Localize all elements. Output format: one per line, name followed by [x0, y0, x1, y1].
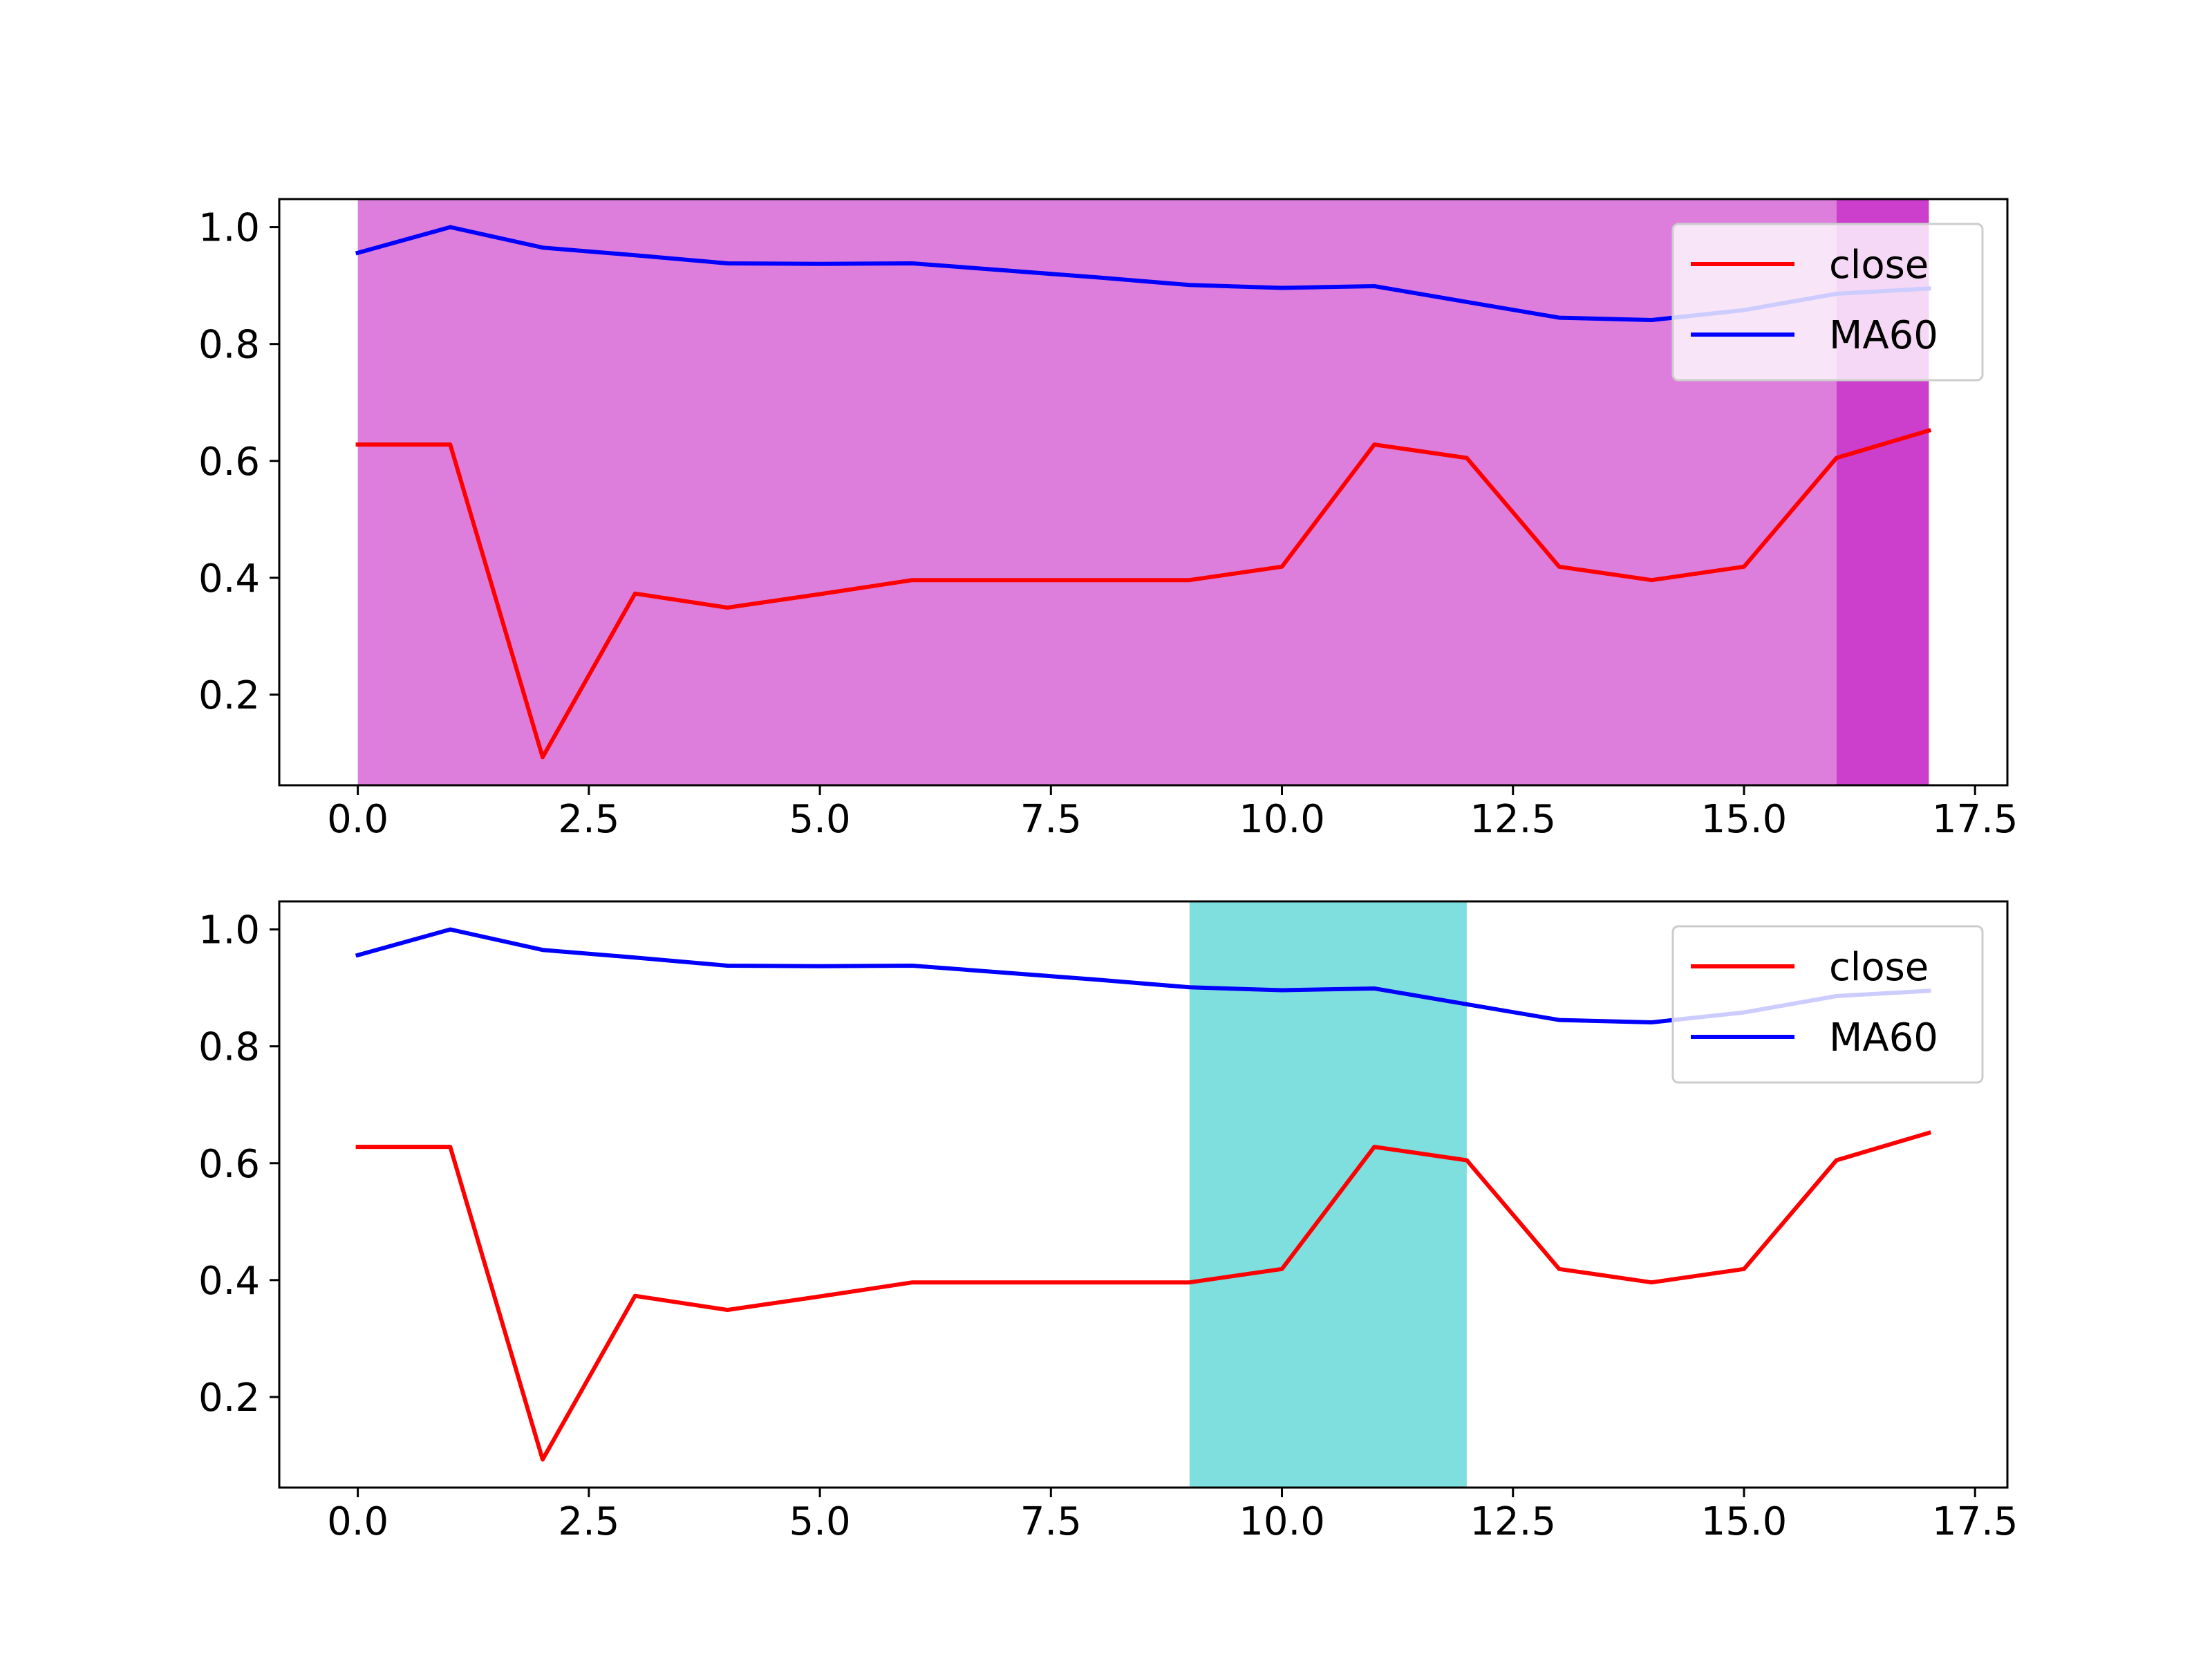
y-tick-label: 1.0: [198, 908, 260, 953]
y-tick-label: 0.4: [198, 1259, 260, 1304]
y-tick-label: 0.8: [198, 323, 260, 368]
shaded-region-1: [1189, 901, 1467, 1488]
x-tick-label: 15.0: [1701, 1499, 1788, 1544]
series-line-ma60: [355, 225, 1931, 322]
series-line-close: [355, 1130, 1932, 1462]
axes-frame: [278, 198, 2009, 787]
x-tick-label: 17.5: [1932, 797, 2018, 842]
x-tick-label: 5.0: [789, 797, 851, 842]
x-tick-label: 12.5: [1470, 1499, 1556, 1544]
y-tick-label: 0.8: [198, 1025, 260, 1070]
y-tick-label: 0.6: [198, 1142, 260, 1187]
x-tick-label: 7.5: [1020, 1499, 1082, 1544]
y-tick-label: 1.0: [198, 206, 260, 251]
chart-1: 0.0 2.5 5.0 7.5 10.0 12.5 15.0 17.5 0.2 0.4 0.6 0.8…: [198, 198, 2018, 842]
x-tick-label: 0.0: [327, 1499, 388, 1544]
chart-2: 0.0 2.5 5.0 7.5 10.0 12.5 15.0 17.5 0.2 0.4 0.6 0.8…: [198, 900, 2018, 1544]
x-tick-label: 12.5: [1470, 797, 1556, 842]
y-tick-label: 0.6: [198, 440, 260, 485]
x-tick-label: 5.0: [789, 1499, 851, 1544]
y-tick-label: 0.2: [198, 1376, 260, 1421]
axes-container: 0.0 2.5 5.0 7.5 10.0 12.5 15.0 17.5 0.2 0.4 0.6 0.8…: [198, 198, 2018, 1544]
x-tick-label: 10.0: [1239, 797, 1325, 842]
axes-frame: [278, 900, 2009, 1489]
shaded-region-1: [357, 199, 1837, 785]
legend-label-close: close: [1829, 243, 1929, 288]
y-tick-label: 0.2: [198, 673, 260, 718]
x-tick-label: 15.0: [1701, 797, 1788, 842]
x-tick-label: 17.5: [1932, 1499, 2018, 1544]
series-line-ma60: [355, 927, 1931, 1024]
legend-label-ma60: MA60: [1829, 1015, 1938, 1060]
x-tick-label: 0.0: [327, 797, 388, 842]
y-tick-label: 0.4: [198, 556, 260, 601]
series-line-close: [355, 428, 1932, 760]
x-tick-label: 2.5: [558, 1499, 619, 1544]
legend: close MA60: [1671, 925, 1984, 1084]
x-tick-label: 2.5: [558, 797, 619, 842]
legend-label-ma60: MA60: [1829, 313, 1938, 358]
x-tick-label: 10.0: [1239, 1499, 1325, 1544]
legend: close MA60: [1671, 223, 1984, 382]
x-tick-label: 7.5: [1020, 797, 1082, 842]
legend-label-close: close: [1829, 945, 1929, 990]
